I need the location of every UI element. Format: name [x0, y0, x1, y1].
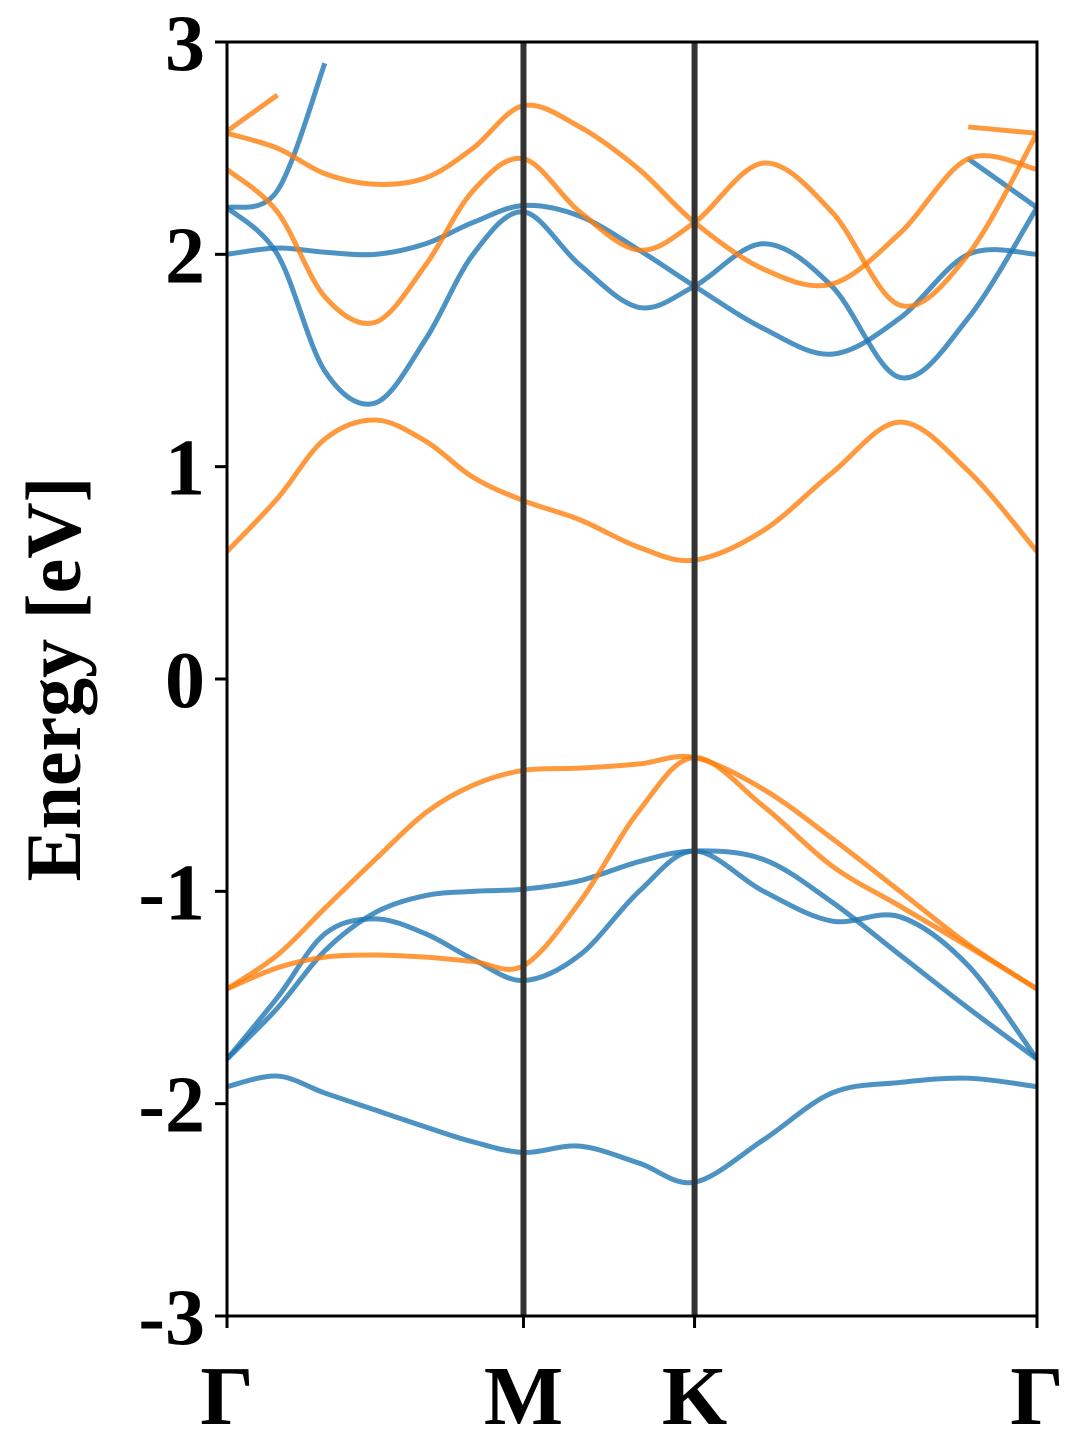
- band-line: [227, 755, 1037, 992]
- band-line: [227, 205, 1037, 407]
- y-tick-label: 1: [165, 425, 205, 513]
- x-tick-label: Γ: [200, 1350, 253, 1440]
- x-tick-label: Γ: [1010, 1350, 1063, 1440]
- band-line: [227, 62, 1037, 211]
- y-tick-label: 2: [165, 212, 205, 300]
- x-tick-label: K: [662, 1350, 727, 1440]
- band-line: [227, 754, 1037, 992]
- band-line: [227, 132, 1037, 326]
- plot-frame: [225, 40, 1039, 1318]
- plot-area: [227, 62, 1037, 1186]
- y-tick-label: -1: [138, 849, 205, 937]
- y-axis-label: Energy [eV]: [10, 476, 97, 881]
- x-tick-label: M: [484, 1350, 563, 1440]
- band-line: [227, 102, 1037, 289]
- band-line: [227, 1073, 1037, 1186]
- band-line: [227, 848, 1037, 1061]
- y-tick-label: -3: [138, 1274, 205, 1362]
- band-line: [227, 417, 1037, 564]
- y-tick-label: 0: [165, 637, 205, 725]
- band-line: [227, 93, 1037, 136]
- y-tick-label: -2: [138, 1062, 205, 1150]
- band-line: [227, 202, 1037, 357]
- y-tick-label: 3: [165, 0, 205, 88]
